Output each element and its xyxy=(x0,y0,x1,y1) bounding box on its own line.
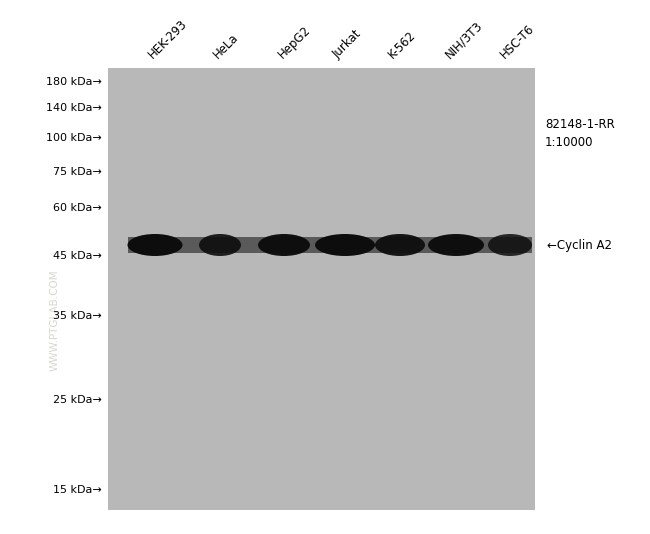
Text: 45 kDa→: 45 kDa→ xyxy=(53,251,102,261)
Ellipse shape xyxy=(488,234,532,256)
Text: HSC-T6: HSC-T6 xyxy=(498,22,537,61)
Text: 180 kDa→: 180 kDa→ xyxy=(46,77,102,87)
Ellipse shape xyxy=(375,234,425,256)
Text: 35 kDa→: 35 kDa→ xyxy=(53,311,102,321)
Ellipse shape xyxy=(315,234,375,256)
Text: 15 kDa→: 15 kDa→ xyxy=(53,485,102,495)
Text: 100 kDa→: 100 kDa→ xyxy=(46,133,102,143)
Text: WWW.PTGLAB.COM: WWW.PTGLAB.COM xyxy=(50,269,60,371)
Ellipse shape xyxy=(258,234,310,256)
Text: HeLa: HeLa xyxy=(211,31,241,61)
Text: HEK-293: HEK-293 xyxy=(146,17,190,61)
Ellipse shape xyxy=(199,234,241,256)
Bar xyxy=(108,68,535,510)
Text: ←Cyclin A2: ←Cyclin A2 xyxy=(547,239,612,252)
Text: 60 kDa→: 60 kDa→ xyxy=(53,203,102,213)
Text: 82148-1-RR
1:10000: 82148-1-RR 1:10000 xyxy=(545,118,615,149)
Ellipse shape xyxy=(428,234,484,256)
Text: NIH/3T3: NIH/3T3 xyxy=(443,19,485,61)
Text: 75 kDa→: 75 kDa→ xyxy=(53,167,102,177)
Bar xyxy=(127,238,532,253)
Text: Jurkat: Jurkat xyxy=(331,27,365,61)
Text: HepG2: HepG2 xyxy=(276,23,313,61)
Text: 25 kDa→: 25 kDa→ xyxy=(53,395,102,405)
Text: 140 kDa→: 140 kDa→ xyxy=(46,103,102,113)
Ellipse shape xyxy=(127,234,183,256)
Text: K-562: K-562 xyxy=(386,28,419,61)
